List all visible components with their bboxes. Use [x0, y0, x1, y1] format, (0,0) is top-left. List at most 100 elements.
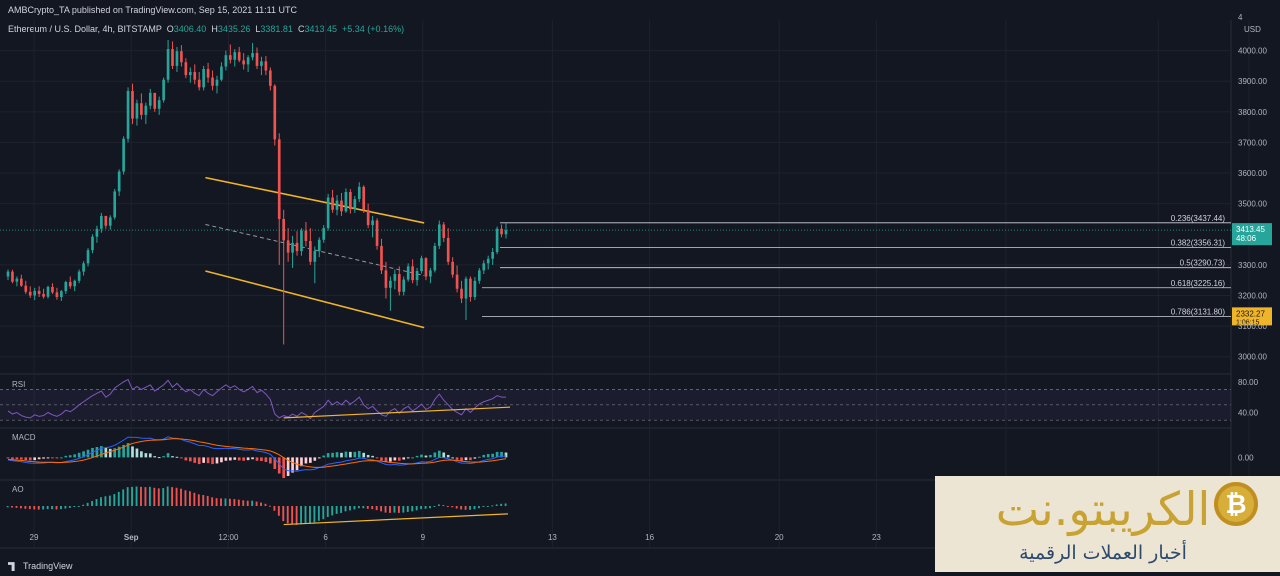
macd-histogram-bar	[282, 457, 286, 479]
x-tick-label: 23	[872, 533, 881, 542]
candle-body	[344, 192, 348, 212]
candle-body	[184, 62, 188, 76]
macd-histogram-bar	[415, 455, 419, 458]
ao-bar	[437, 504, 440, 506]
ao-bar	[446, 506, 449, 507]
ao-bar	[260, 502, 262, 506]
macd-histogram-bar	[406, 457, 410, 459]
candle-body	[415, 270, 419, 281]
candle-body	[82, 263, 85, 272]
ao-bar	[206, 495, 209, 506]
rsi-pane-label: RSI	[12, 380, 25, 389]
ao-pane-label: AO	[12, 485, 24, 494]
ao-bar	[384, 506, 387, 513]
legend-high: 3435.26	[217, 24, 251, 34]
ao-bar	[477, 506, 480, 509]
candle-body	[220, 66, 223, 80]
legend-change: +5.34 (+0.16%)	[342, 24, 405, 34]
ao-bar	[397, 506, 400, 513]
candle-body	[362, 186, 366, 210]
ao-bar	[135, 486, 138, 506]
macd-histogram-bar	[24, 457, 28, 461]
ao-bar	[486, 506, 489, 507]
macd-histogram-bar	[402, 457, 406, 460]
footer-bar: TradingView	[0, 552, 1280, 572]
tradingview-logo[interactable]: TradingView	[8, 556, 73, 576]
macd-histogram-bar	[469, 457, 472, 461]
candle-body	[335, 200, 339, 210]
x-tick-label: 16	[645, 533, 654, 542]
candle-body	[309, 240, 312, 262]
macd-histogram-bar	[224, 457, 228, 461]
macd-pane	[6, 436, 508, 479]
candle-body	[206, 68, 210, 78]
macd-histogram-bar	[206, 457, 210, 464]
grid-lines	[0, 20, 1280, 549]
y-tick-label: 3500.00	[1238, 200, 1267, 209]
candle-body	[300, 230, 303, 252]
macd-histogram-bar	[246, 457, 250, 461]
tradingview-brand: TradingView	[23, 561, 73, 571]
macd-histogram-bar	[193, 457, 197, 463]
candle-body	[371, 220, 374, 226]
candle-body	[277, 139, 281, 219]
ao-bar	[495, 504, 498, 506]
macd-histogram-bar	[491, 453, 494, 458]
tradingview-logo-icon	[8, 562, 15, 572]
ao-bar	[126, 487, 129, 506]
ao-bar	[104, 496, 107, 506]
macd-histogram-bar	[77, 452, 81, 458]
ao-bar	[455, 506, 458, 509]
legend-close-label: C	[297, 24, 305, 34]
candle-body	[366, 209, 370, 226]
macd-histogram-bar	[60, 457, 63, 459]
ao-bar	[242, 500, 245, 506]
ao-bar	[326, 506, 329, 517]
macd-histogram-bar	[255, 457, 259, 461]
candle-body	[304, 230, 308, 241]
candle-body	[380, 245, 383, 271]
macd-histogram-bar	[180, 457, 183, 459]
macd-histogram-bar	[397, 457, 401, 461]
macd-histogram-bar	[446, 454, 450, 458]
macd-histogram-bar	[46, 457, 50, 459]
candle-body	[451, 261, 454, 275]
macd-histogram-bar	[175, 456, 179, 458]
ao-bar	[15, 506, 18, 508]
y-tick-label: 3100.00	[1238, 322, 1267, 331]
candle-body	[437, 224, 441, 246]
channel-lower-line	[205, 270, 425, 329]
macd-histogram-bar	[28, 457, 32, 461]
candle-body	[28, 291, 32, 296]
ao-bar	[366, 506, 369, 509]
macd-histogram-bar	[380, 457, 383, 461]
y-tick-label: 3200.00	[1238, 291, 1267, 300]
ao-bar	[42, 506, 45, 510]
macd-histogram-bar	[331, 452, 334, 458]
ao-bar	[184, 490, 187, 506]
macd-histogram-bar	[171, 456, 174, 458]
macd-histogram-bar	[269, 457, 272, 464]
candle-body	[95, 228, 99, 237]
ao-bar	[224, 498, 227, 506]
macd-histogram-bar	[233, 457, 237, 460]
ao-bar	[264, 503, 267, 506]
macd-histogram-bar	[260, 457, 263, 462]
candle-body	[224, 55, 228, 67]
x-tick-label: 12:00	[218, 533, 239, 542]
ao-bar	[68, 506, 71, 508]
ao-bar	[122, 489, 125, 506]
macd-histogram-bar	[42, 457, 45, 459]
candle-body	[397, 274, 401, 292]
y-tick-label: 3000.00	[1238, 353, 1267, 362]
macd-histogram-bar	[273, 457, 277, 469]
symbol-name[interactable]: Ethereum / U.S. Dollar, 4h, BITSTAMP	[8, 24, 162, 34]
candle-body	[126, 91, 130, 139]
legend-low-label: L	[255, 24, 261, 34]
macd-histogram-bar	[442, 452, 446, 458]
ao-bar	[117, 491, 120, 506]
candle-body	[122, 138, 125, 172]
ao-bar	[286, 506, 289, 524]
